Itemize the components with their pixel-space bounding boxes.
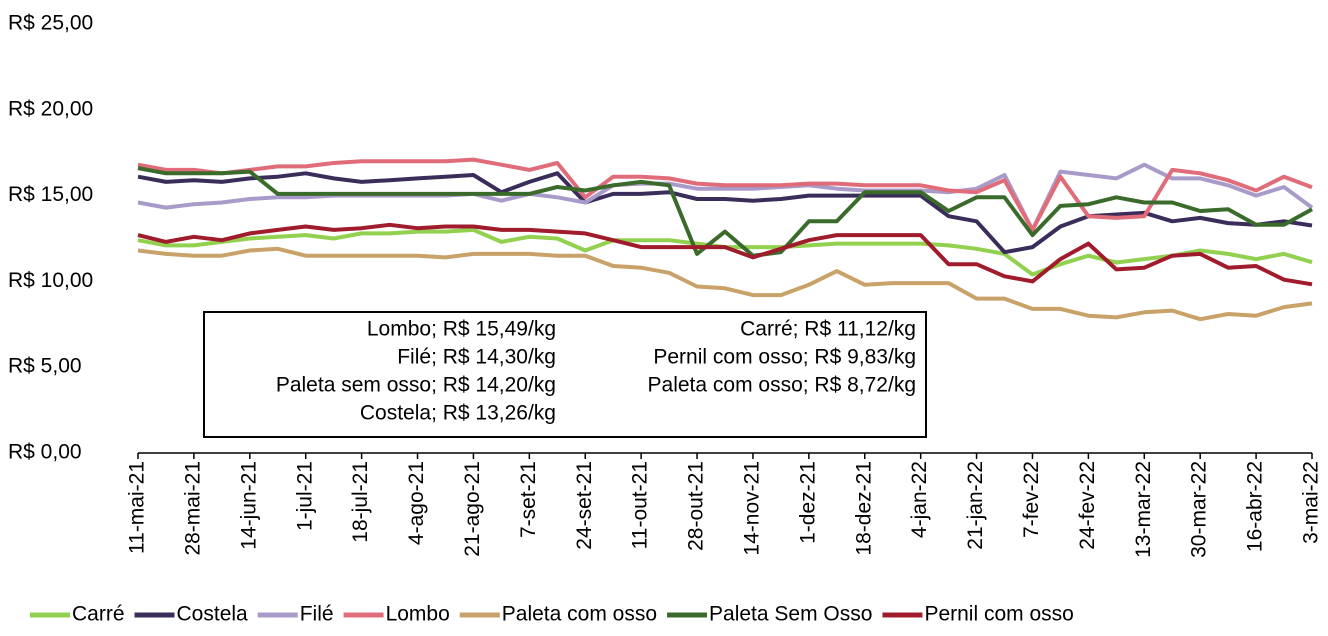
x-tick-label: 7-fev-22 — [1020, 461, 1043, 538]
legend-label: Costela — [177, 603, 249, 626]
legend-label: Carré — [72, 603, 125, 626]
y-tick-label: R$ 5,00 — [8, 355, 82, 378]
x-tick-label: 11-out-21 — [629, 461, 652, 549]
annotation-box — [203, 311, 927, 438]
series-line — [137, 171, 1313, 255]
x-tick-label: 21-jan-22 — [964, 461, 987, 550]
y-tick-label: R$ 20,00 — [8, 97, 93, 120]
legend-label: Paleta Sem Osso — [709, 603, 872, 626]
annotation: Costela; R$ 13,26/kg — [360, 402, 556, 425]
legend-label: Pernil com osso — [924, 603, 1073, 626]
x-tick-label: 18-jul-21 — [349, 461, 372, 543]
x-tick-label: 28-out-21 — [685, 461, 708, 551]
annotation: Lombo; R$ 15,49/kg — [367, 318, 556, 341]
series-line — [137, 157, 1313, 232]
annotation: Pernil com osso; R$ 9,83/kg — [653, 346, 916, 369]
x-tick-label: 18-dez-21 — [852, 461, 875, 556]
legend-label: Paleta com osso — [502, 603, 657, 626]
x-tick-label: 24-set-21 — [573, 461, 596, 550]
x-tick-label: 28-mai-21 — [181, 461, 204, 556]
x-tick-label: 14-jun-21 — [237, 461, 260, 550]
x-tick-label: 1-jul-21 — [293, 461, 316, 531]
x-tick-label: 16-abr-22 — [1244, 461, 1267, 552]
series-line — [137, 166, 1313, 258]
annotation: Paleta sem osso; R$ 14,20/kg — [276, 374, 556, 397]
annotation: Filé; R$ 14,30/kg — [397, 346, 556, 369]
x-tick-label: 21-ago-21 — [461, 461, 484, 557]
y-tick-label: R$ 25,00 — [8, 12, 93, 35]
series-line — [137, 222, 1313, 287]
series-line — [137, 246, 1313, 322]
x-tick-label: 4-jan-22 — [908, 461, 931, 538]
x-tick-label: 4-ago-21 — [405, 461, 428, 545]
y-tick-label: R$ 15,00 — [8, 183, 93, 206]
annotation: Paleta com osso; R$ 8,72/kg — [648, 374, 916, 397]
x-tick-label: 14-nov-21 — [740, 461, 763, 556]
y-tick-label: R$ 0,00 — [8, 441, 82, 464]
x-tick-label: 13-mar-22 — [1132, 461, 1155, 558]
annotation: Carré; R$ 11,12/kg — [740, 318, 916, 341]
y-tick-label: R$ 10,00 — [8, 269, 93, 292]
x-tick-label: 3-mai-22 — [1300, 461, 1323, 544]
x-tick-label: 24-fev-22 — [1076, 461, 1099, 550]
legend-label: Filé — [300, 603, 334, 626]
legend-label: Lombo — [386, 603, 450, 626]
x-tick-label: 7-set-21 — [517, 461, 540, 538]
x-tick-label: 30-mar-22 — [1188, 461, 1211, 558]
x-tick-label: 1-dez-21 — [796, 461, 819, 544]
x-tick-label: 11-mai-21 — [126, 461, 149, 554]
